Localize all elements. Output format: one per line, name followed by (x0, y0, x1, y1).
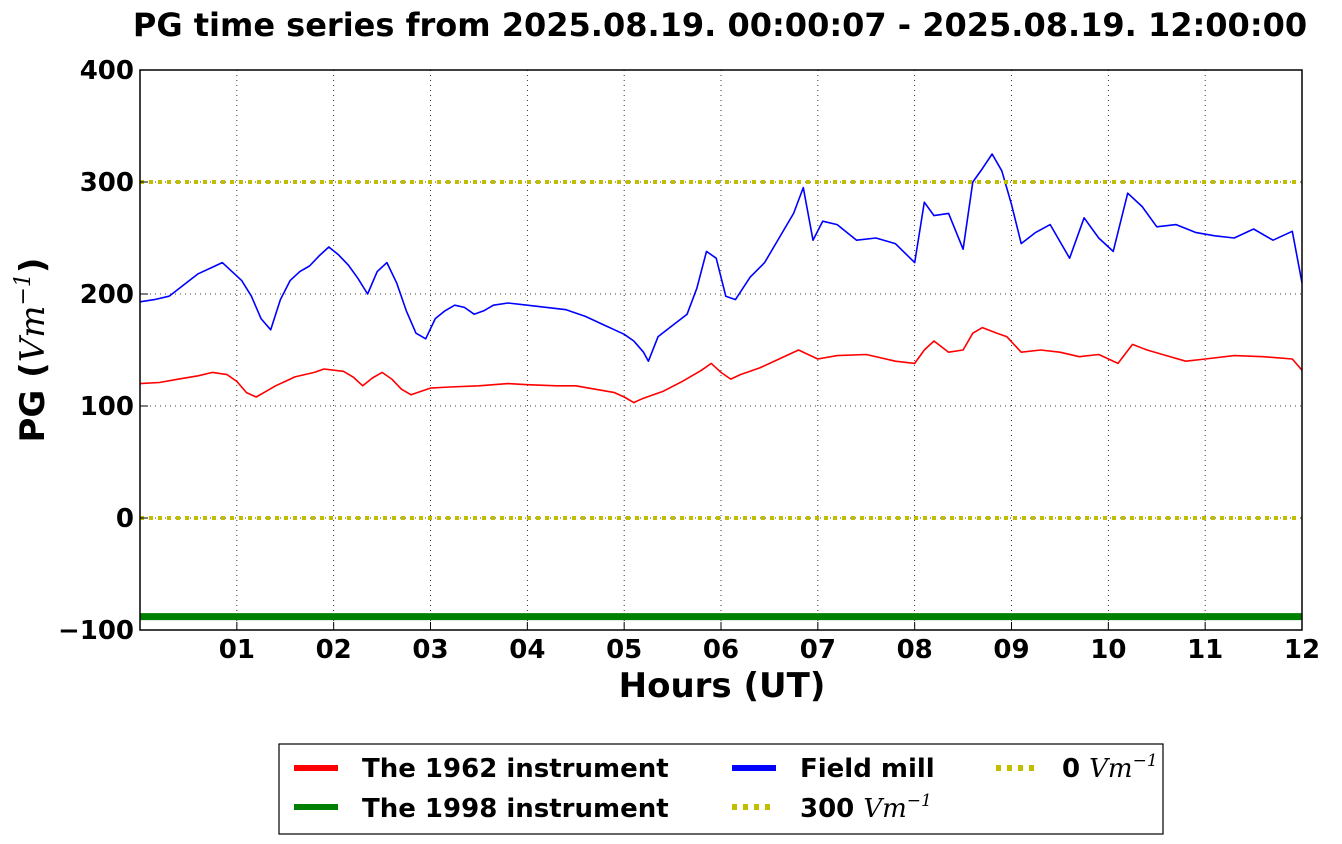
x-tick-label-01: 01 (219, 635, 255, 665)
x-tick-label-12: 12 (1284, 635, 1320, 665)
legend-label-1962: The 1962 instrument (362, 754, 669, 784)
legend-label-300-exponent: −1 (907, 791, 932, 811)
x-tick-label-02: 02 (316, 635, 352, 665)
x-tick-label-04: 04 (509, 635, 545, 665)
x-tick-label-07: 07 (800, 635, 836, 665)
legend-label-300: 300 Vm−1 (800, 791, 932, 824)
x-tick-label-06: 06 (703, 635, 739, 665)
y-axis-label: PG (Vm−1) (11, 258, 53, 443)
x-tick-label-09: 09 (993, 635, 1029, 665)
y-axis-label-exponent: −1 (11, 273, 36, 305)
x-tick-label-11: 11 (1187, 635, 1223, 665)
legend-label-0-exponent: −1 (1133, 751, 1158, 771)
x-tick-label-05: 05 (606, 635, 642, 665)
legend-label-300-value: 300 (800, 794, 854, 824)
legend-label-field-mill: Field mill (800, 754, 935, 784)
legend-label-0: 0 Vm−1 (1062, 751, 1158, 784)
y-tick-label-5: 400 (80, 56, 134, 86)
y-tick-label-2: 100 (80, 392, 134, 422)
y-axis-label-unit: Vm (13, 305, 53, 362)
x-tick-label-08: 08 (897, 635, 933, 665)
y-tick-label-0: −100 (58, 616, 134, 646)
y-tick-label-4: 300 (80, 168, 134, 198)
x-tick-label-03: 03 (412, 635, 448, 665)
y-tick-label-3: 200 (80, 280, 134, 310)
series-line-2 (139, 153, 1303, 362)
legend-box (278, 743, 1164, 835)
legend-label-300-unit: Vm (863, 794, 906, 824)
y-axis-ticks: −100 0 100 200 300 400 (58, 56, 148, 646)
y-axis-label-text: PG ( (13, 362, 53, 442)
series-layer (139, 153, 1303, 621)
legend-label-0-unit: Vm (1089, 754, 1132, 784)
x-axis-ticks: 01 02 03 04 05 06 07 08 09 10 11 12 (219, 622, 1320, 665)
legend-label-1998: The 1998 instrument (362, 794, 669, 824)
series-line-0 (139, 326, 1303, 404)
chart-title: PG time series from 2025.08.19. 00:00:07… (133, 6, 1307, 44)
y-tick-label-1: 0 (116, 504, 134, 534)
x-axis-label: Hours (UT) (619, 666, 826, 706)
legend: The 1962 instrument The 1998 instrument … (278, 743, 1164, 835)
x-tick-label-10: 10 (1090, 635, 1126, 665)
legend-label-0-value: 0 (1062, 754, 1080, 784)
y-axis-label-close: ) (13, 258, 53, 274)
